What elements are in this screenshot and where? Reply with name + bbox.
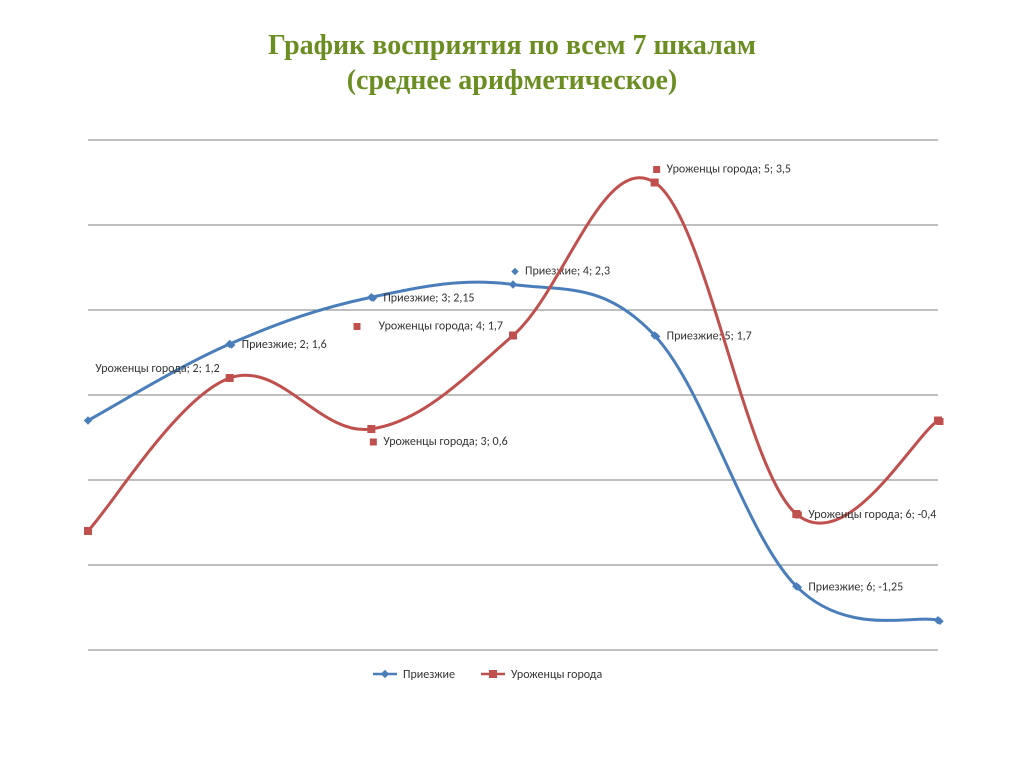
chart-title-line2: (среднее арифметическое) [347,65,678,96]
data-label: Уроженцы города; 4; 1,7 [354,320,503,334]
svg-text:Приезжие; 6; -1,25: Приезжие; 6; -1,25 [808,580,903,594]
series-line-1 [88,178,938,531]
legend-label: Приезжие [403,668,455,682]
svg-text:Уроженцы города; 2; 1,2: Уроженцы города; 2; 1,2 [95,362,219,376]
svg-text:Уроженцы города; 3; 0,6: Уроженцы города; 3; 0,6 [383,435,507,449]
gridlines [88,140,938,650]
series-0-marker-3 [510,281,517,288]
data-label: Приезжие; 5; 1,7 [654,330,752,344]
series-1-marker-4 [651,179,658,186]
svg-text:Приезжие; 5; 1,7: Приезжие; 5; 1,7 [667,330,752,344]
svg-text:Приезжие; 2; 1,6: Приезжие; 2; 1,6 [242,338,327,352]
series-1-marker-2 [368,426,375,433]
svg-text:Приезжие; 3; 2,15: Приезжие; 3; 2,15 [383,291,474,305]
legend-marker-1 [490,671,497,678]
data-label: Уроженцы города; 3; 0,6 [370,435,507,449]
svg-text:Уроженцы города; 6; -0,4: Уроженцы города; 6; -0,4 [808,508,936,522]
legend-marker-0 [382,671,389,678]
data-label: Приезжие; 7; -1,65 [937,614,948,628]
svg-text:Приезжие; 4; 2,3: Приезжие; 4; 2,3 [525,265,610,279]
data-label: Уроженцы города; 5; 3,5 [654,163,791,177]
series-1-marker-3 [510,332,517,339]
svg-text:Уроженцы города; 4; 1,7: Уроженцы города; 4; 1,7 [379,320,503,334]
data-label: Приезжие; 6; -1,25 [795,580,903,594]
line-chart: Приезжие; 1; 0,7Приезжие; 2; 1,6Приезжие… [78,130,948,690]
chart-title-line1: График восприятия по всем 7 шкалам [268,30,756,61]
data-label: Приезжие; 3; 2,15 [370,291,474,305]
data-label: Уроженцы города; 6; -0,4 [795,508,936,522]
svg-text:Уроженцы города; 5; 3,5: Уроженцы города; 5; 3,5 [667,163,791,177]
data-label: Уроженцы города; 2; 1,2 [78,362,220,376]
series-1-marker-0 [85,528,92,535]
legend: Приезжие Уроженцы города [373,668,602,682]
data-label: Приезжие; 2; 1,6 [229,338,327,352]
legend-label: Уроженцы города [511,668,602,682]
series-1-marker-1 [226,375,233,382]
chart-title: График восприятия по всем 7 шкалам (сред… [0,0,1024,98]
chart-area: Приезжие; 1; 0,7Приезжие; 2; 1,6Приезжие… [78,130,948,690]
